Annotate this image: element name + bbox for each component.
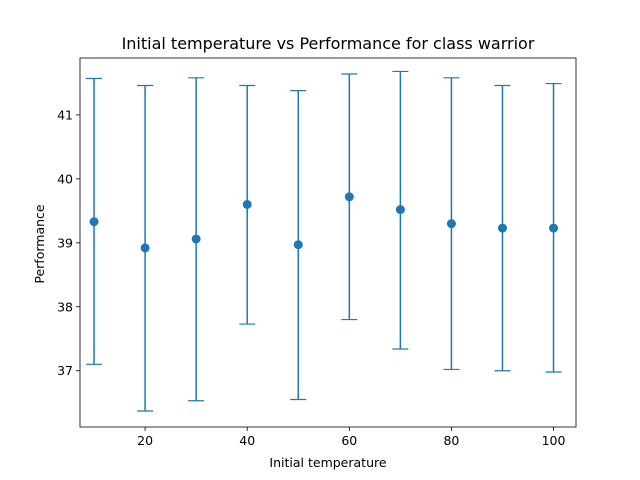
- y-tick-label: 38: [57, 299, 73, 314]
- plot-frame: [79, 57, 577, 428]
- y-tick-label: 39: [57, 235, 73, 250]
- y-tick-label: 41: [57, 107, 73, 122]
- y-tick-label: 40: [57, 171, 73, 186]
- chart-title: Initial temperature vs Performance for c…: [122, 34, 535, 53]
- data-point: [549, 223, 559, 233]
- data-point: [497, 223, 507, 233]
- x-axis-label: Initial temperature: [269, 455, 386, 470]
- data-point: [89, 217, 99, 227]
- x-tick-label: 20: [137, 433, 153, 448]
- y-tick-label: 37: [57, 363, 73, 378]
- data-point: [242, 199, 252, 209]
- data-point: [293, 240, 303, 250]
- data-point: [446, 219, 456, 229]
- plot-area: 20 40 60 80 100 37 38 39 40 41: [57, 57, 577, 448]
- data-point: [140, 243, 150, 253]
- data-point: [191, 234, 201, 244]
- data-point: [344, 192, 354, 202]
- x-tick-label: 100: [542, 433, 566, 448]
- x-tick-label: 40: [239, 433, 255, 448]
- x-tick-label: 80: [443, 433, 459, 448]
- y-axis-label: Performance: [32, 204, 47, 284]
- data-point: [395, 205, 405, 215]
- x-tick-label: 60: [341, 433, 357, 448]
